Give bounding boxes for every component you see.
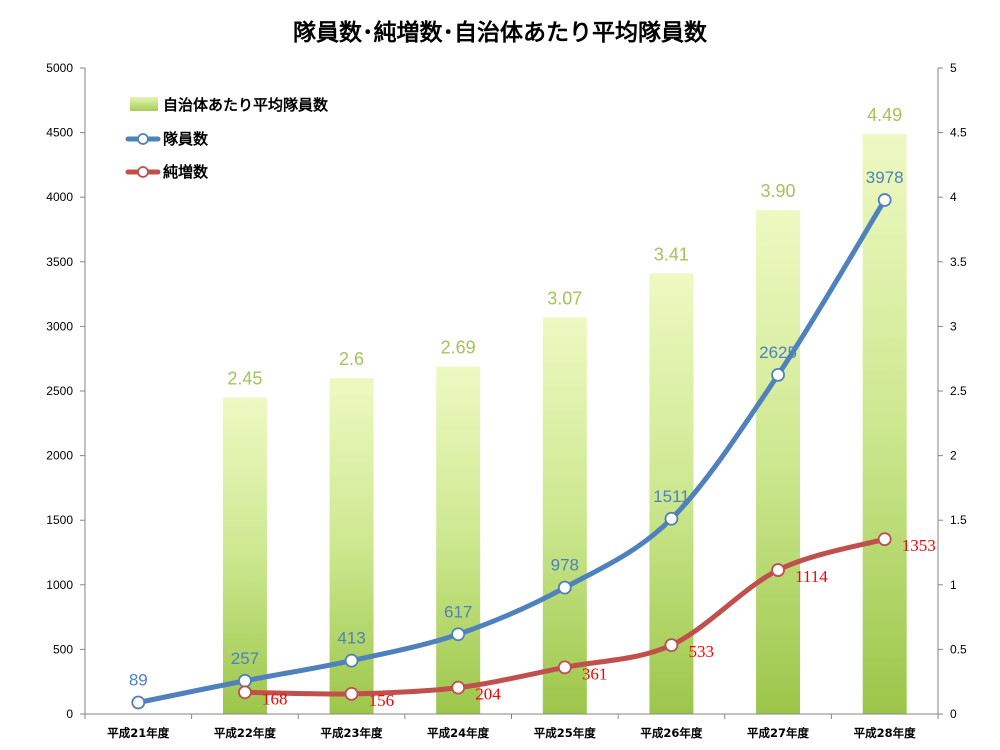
chart-title: 隊員数･純増数･自治体あたり平均隊員数 bbox=[293, 19, 708, 46]
x-tick-label: 平成27年度 bbox=[747, 726, 810, 740]
red-value-label: 533 bbox=[688, 642, 714, 661]
y-right-tick-label: 0.5 bbox=[950, 642, 967, 656]
bar-value-label: 3.90 bbox=[761, 181, 796, 201]
blue-value-label: 1511 bbox=[653, 487, 690, 506]
point-red bbox=[238, 685, 252, 700]
bar bbox=[862, 133, 907, 715]
y-left-tick-label: 1000 bbox=[46, 578, 73, 592]
bar-value-label: 2.6 bbox=[339, 349, 364, 369]
legend-marker-red bbox=[137, 166, 149, 178]
point-red bbox=[771, 563, 785, 577]
legend-swatch-bar bbox=[130, 97, 158, 111]
point-blue bbox=[238, 673, 252, 688]
labels-layer: 2.45 2.6 2.69 3.07 3.41 3.90 4.49 89 257 413 617 97… bbox=[129, 105, 936, 710]
y-right-tick-label: 0 bbox=[950, 707, 957, 721]
legend-label-bar: 自治体あたり平均隊員数 bbox=[163, 96, 329, 114]
y-right-tick-label: 2.5 bbox=[950, 384, 967, 398]
blue-value-label: 978 bbox=[551, 556, 579, 575]
point-blue bbox=[131, 695, 146, 710]
legend: 自治体あたり平均隊員数 隊員数 純増数 bbox=[125, 96, 329, 181]
y-left-tick-label: 3500 bbox=[46, 255, 73, 269]
point-blue bbox=[344, 653, 359, 668]
y-right-tick-label: 3 bbox=[950, 319, 957, 333]
y-left-tick-label: 2000 bbox=[46, 449, 73, 463]
bars-layer bbox=[222, 133, 907, 715]
point-blue bbox=[557, 580, 572, 595]
bar-value-label: 3.41 bbox=[654, 244, 689, 264]
blue-value-label: 3978 bbox=[866, 168, 904, 187]
blue-value-label: 2625 bbox=[759, 343, 797, 362]
point-red bbox=[557, 660, 572, 675]
legend-label-red: 純増数 bbox=[163, 163, 209, 181]
x-tick-label: 平成21年度 bbox=[107, 726, 170, 740]
lines-layer bbox=[131, 193, 892, 710]
y-left-tick-label: 4500 bbox=[46, 126, 73, 140]
point-blue bbox=[771, 367, 785, 382]
y-left-tick-label: 4000 bbox=[46, 190, 73, 204]
bar bbox=[542, 317, 587, 714]
y-right-tick-label: 5 bbox=[950, 61, 957, 75]
bar-value-label: 3.07 bbox=[547, 288, 582, 308]
point-blue bbox=[877, 193, 892, 207]
x-tick-label: 平成22年度 bbox=[214, 726, 277, 740]
point-red bbox=[664, 638, 679, 653]
bar bbox=[436, 366, 481, 714]
y-right-tick-label: 2 bbox=[950, 449, 957, 463]
bar-value-label: 4.49 bbox=[867, 105, 902, 125]
red-value-label: 168 bbox=[262, 689, 288, 708]
y-left-tick-label: 2500 bbox=[46, 384, 73, 398]
bar bbox=[756, 210, 801, 714]
point-blue bbox=[664, 511, 679, 526]
point-red bbox=[451, 680, 466, 695]
y-left-tick-label: 5000 bbox=[46, 61, 73, 75]
point-blue bbox=[451, 627, 466, 642]
red-value-label: 1114 bbox=[795, 567, 828, 586]
y-right-tick-label: 3.5 bbox=[950, 255, 967, 269]
point-red bbox=[877, 532, 892, 547]
legend-label-blue: 隊員数 bbox=[163, 130, 209, 148]
x-tick-label: 平成25年度 bbox=[534, 726, 597, 740]
bar-value-label: 2.45 bbox=[227, 368, 262, 388]
red-value-label: 1353 bbox=[902, 536, 936, 555]
red-value-label: 204 bbox=[475, 685, 501, 704]
x-tick-label: 平成28年度 bbox=[854, 726, 917, 740]
y-left-tick-label: 3000 bbox=[46, 319, 73, 333]
bar-value-label: 2.69 bbox=[441, 337, 476, 357]
legend-marker-blue bbox=[137, 133, 149, 145]
blue-value-label: 617 bbox=[444, 602, 472, 621]
bar bbox=[222, 397, 267, 714]
x-tick-label: 平成26年度 bbox=[640, 726, 703, 740]
y-left-tick-label: 1500 bbox=[46, 513, 73, 527]
y-right-tick-label: 1.5 bbox=[950, 513, 967, 527]
y-right-tick-label: 1 bbox=[950, 578, 957, 592]
y-left-tick-label: 500 bbox=[53, 642, 73, 656]
y-right-tick-label: 4.5 bbox=[950, 126, 967, 140]
x-tick-label: 平成23年度 bbox=[321, 726, 384, 740]
y-left-tick-label: 0 bbox=[66, 707, 73, 721]
blue-value-label: 257 bbox=[231, 649, 259, 668]
blue-value-label: 89 bbox=[129, 671, 148, 690]
point-red bbox=[344, 686, 359, 701]
red-value-label: 156 bbox=[369, 691, 395, 710]
x-tick-label: 平成24年度 bbox=[427, 726, 490, 740]
blue-value-label: 413 bbox=[337, 629, 365, 648]
red-value-label: 361 bbox=[582, 664, 608, 683]
y-right-tick-label: 4 bbox=[950, 190, 957, 204]
axes-layer: 0 500 1000 1500 2000 2500 3000 3500 4000 4500 5000… bbox=[46, 61, 967, 740]
